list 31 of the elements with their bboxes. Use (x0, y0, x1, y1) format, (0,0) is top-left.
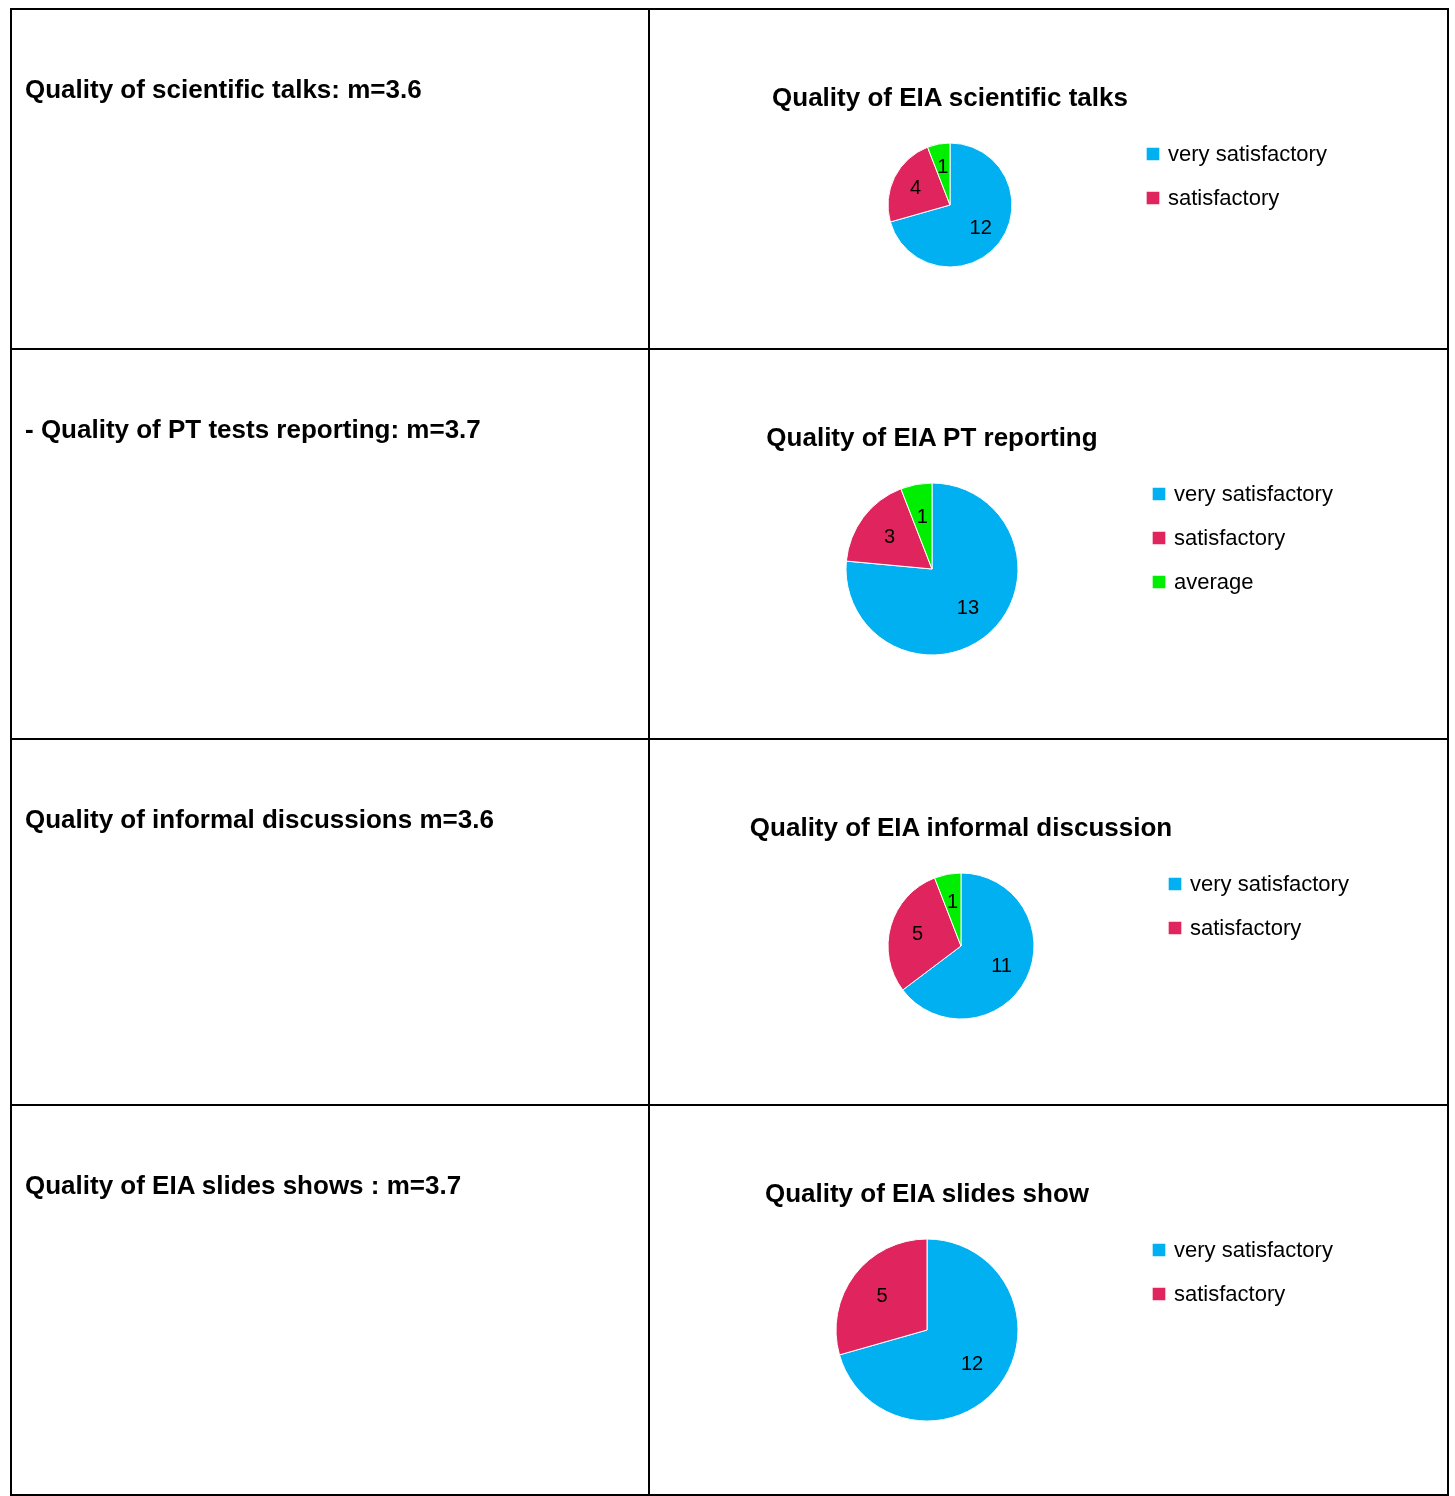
legend-label: average (1173, 569, 1254, 594)
data-label: 5 (911, 921, 923, 944)
text: Quality of scientific talks: m=3.6 (25, 74, 422, 104)
pie-slice (845, 482, 1018, 656)
data-label: 1 (946, 889, 958, 912)
data-label: 11 (990, 954, 1012, 977)
legend-label: satisfactory (1167, 185, 1279, 210)
data-label: 12 (960, 1352, 984, 1374)
chart-title: Quality of EIA PT reporting (765, 422, 1098, 452)
chart-title: Quality of EIA scientific talks (771, 82, 1128, 112)
legend-label: very satisfactory (1174, 1237, 1333, 1262)
pie-slice (889, 142, 1012, 268)
text: Quality of informal discussions m=3.6 (25, 804, 494, 834)
pie-slice (838, 1238, 1019, 1422)
legend-label: very satisfactory (1189, 871, 1349, 896)
legend-label: satisfactory (1173, 525, 1285, 550)
legend-label: very satisfactory (1173, 481, 1333, 506)
legend-label: satisfactory (1189, 915, 1301, 940)
data-label: 1 (916, 504, 928, 527)
chart-title: Quality of EIA informal discussion (749, 812, 1172, 842)
data-label: 3 (883, 524, 895, 547)
chart-title: Quality of EIA slides show (764, 1178, 1090, 1208)
text: Quality of EIA slides shows : m=3.7 (25, 1170, 462, 1200)
data-label: 1 (936, 155, 948, 178)
data-label: 13 (956, 596, 979, 619)
data-label: 12 (969, 216, 992, 239)
text: - Quality of PT tests reporting: m=3.7 (25, 414, 481, 444)
data-label: 4 (909, 175, 921, 198)
data-label: 5 (876, 1284, 888, 1306)
legend-label: satisfactory (1174, 1281, 1286, 1306)
legend-label: very satisfactory (1167, 141, 1327, 166)
